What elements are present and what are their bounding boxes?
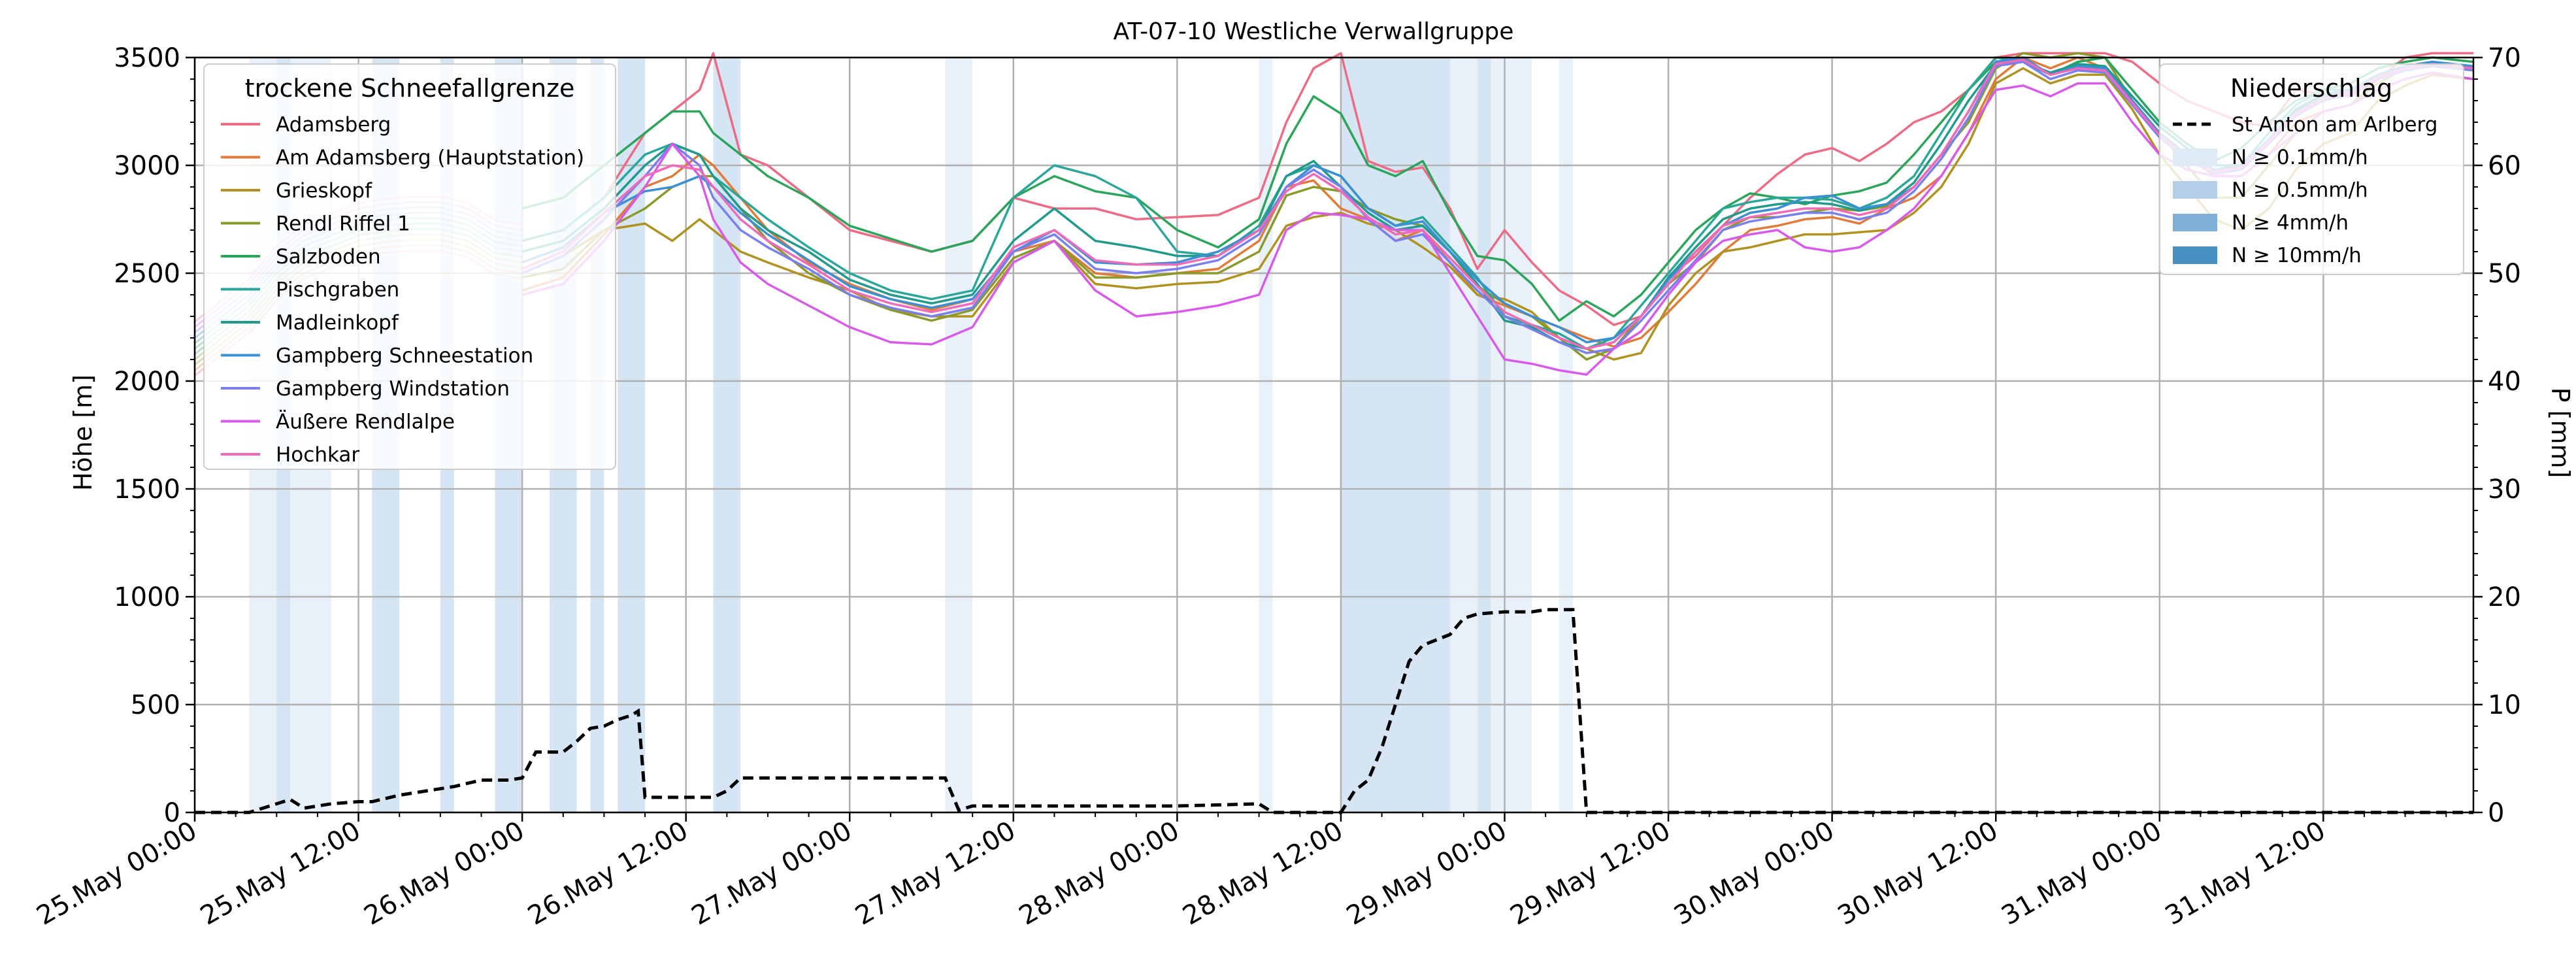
legend-snowline-title: trockene Schneefallgrenze <box>245 74 575 103</box>
legend-label-9: Äußere Rendlalpe <box>276 410 455 434</box>
precip-band-12 <box>1340 58 1450 812</box>
ytick-label-2000: 2000 <box>114 367 180 397</box>
y2-axis-label: P [mm] <box>2546 388 2575 478</box>
legend-precip-swatch-3 <box>2173 214 2217 231</box>
legend-precip-label-2: N ≥ 0.5mm/h <box>2232 178 2368 202</box>
ytick-label-3000: 3000 <box>114 151 180 181</box>
ytick-label-500: 500 <box>131 690 180 720</box>
precip-band-11 <box>1259 58 1273 812</box>
y2tick-label-40: 40 <box>2488 367 2521 397</box>
right-axis-ticks: 0 10 20 30 40 50 60 70 <box>2473 43 2521 828</box>
precip-band-13 <box>1449 58 1478 812</box>
precip-band-15 <box>1491 58 1532 812</box>
legend-precip-title: Niederschlag <box>2230 74 2392 103</box>
y2tick-label-30: 30 <box>2488 475 2521 505</box>
legend-precip-label-0: St Anton am Arlberg <box>2232 113 2437 137</box>
legend-label-6: Madleinkopf <box>276 311 399 335</box>
legend-label-7: Gampberg Schneestation <box>276 344 533 368</box>
ytick-label-1500: 1500 <box>114 475 180 505</box>
legend-label-2: Grieskopf <box>276 179 372 203</box>
ytick-label-2500: 2500 <box>114 259 180 289</box>
legend-precip: Niederschlag St Anton am Arlberg N ≥ 0.1m… <box>2159 63 2464 275</box>
y2tick-label-0: 0 <box>2488 798 2504 828</box>
legend-precip-swatch-2 <box>2173 181 2217 199</box>
legend-label-8: Gampberg Windstation <box>276 377 510 401</box>
legend-snowline: trockene Schneefallgrenze Adamsberg Am Ad… <box>203 63 616 470</box>
ytick-label-1000: 1000 <box>114 582 180 612</box>
y2tick-label-70: 70 <box>2488 43 2521 73</box>
legend-label-0: Adamsberg <box>276 113 391 137</box>
precipitation-line <box>195 608 2473 814</box>
legend-label-1: Am Adamsberg (Hauptstation) <box>276 146 584 170</box>
plot-frame <box>193 56 2475 814</box>
y2tick-label-20: 20 <box>2488 582 2521 612</box>
legend-precip-label-4: N ≥ 10mm/h <box>2232 244 2362 267</box>
precip-band-10 <box>945 58 973 812</box>
precip-band-16 <box>1559 58 1573 812</box>
precip-band-9 <box>713 58 741 812</box>
precip-line <box>195 608 2473 814</box>
precip-band-14 <box>1477 58 1491 812</box>
chart-title: AT-07-10 Westliche Verwallgruppe <box>1114 18 1514 45</box>
legend-precip-label-1: N ≥ 0.1mm/h <box>2232 146 2368 169</box>
legend-precip-label-3: N ≥ 4mm/h <box>2232 211 2349 235</box>
legend-label-3: Rendl Riffel 1 <box>276 212 410 236</box>
left-axis-ticks: 0 500 1000 1500 2000 2500 3000 3500 <box>114 43 195 828</box>
legend-label-10: Hochkar <box>276 443 359 467</box>
y2tick-label-10: 10 <box>2488 690 2521 720</box>
y-axis-label: Höhe [m] <box>69 375 97 491</box>
legend-precip-swatch-1 <box>2173 148 2217 166</box>
ytick-label-0: 0 <box>164 798 180 828</box>
legend-label-5: Pischgraben <box>276 278 399 302</box>
ytick-label-3500: 3500 <box>114 43 180 73</box>
precip-band-8 <box>618 58 646 812</box>
legend-label-4: Salzboden <box>276 245 381 269</box>
y2tick-label-60: 60 <box>2488 151 2521 181</box>
legend-precip-swatch-4 <box>2173 246 2217 264</box>
y2tick-label-50: 50 <box>2488 259 2521 289</box>
